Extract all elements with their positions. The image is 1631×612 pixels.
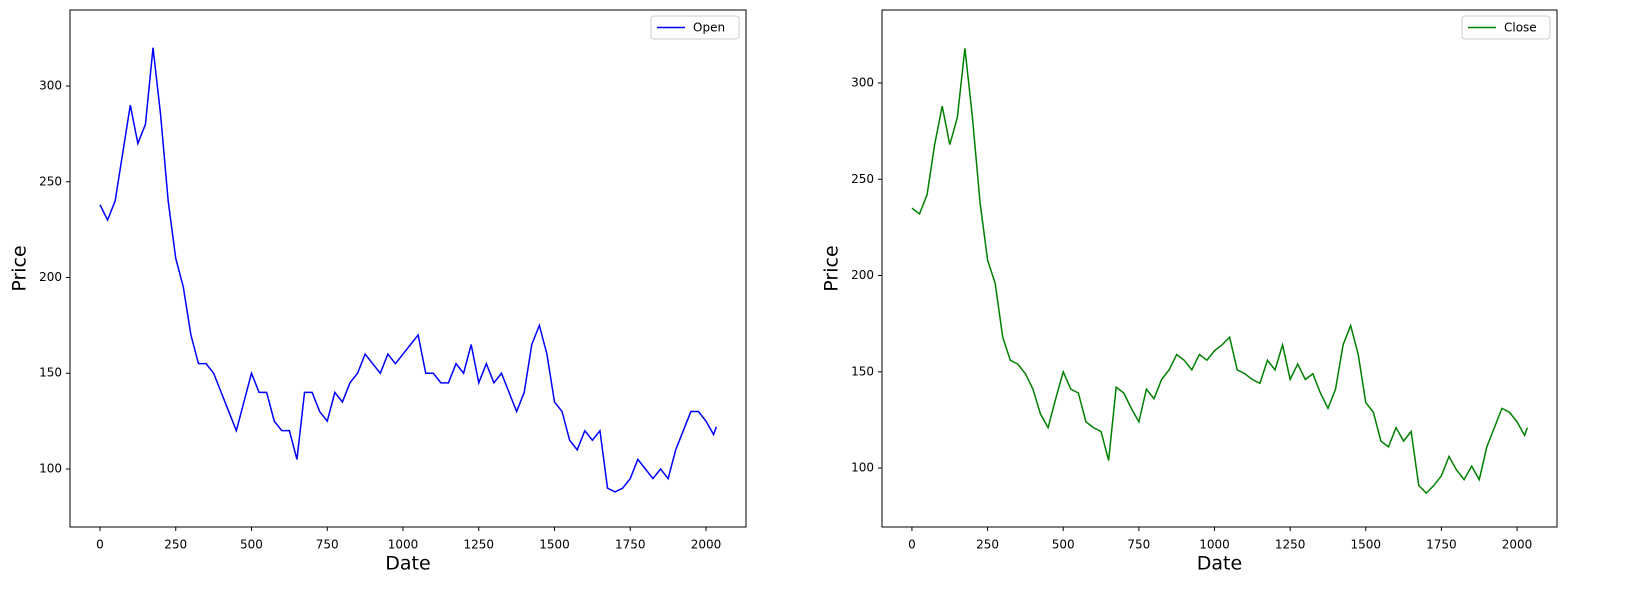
- x-tick-label: 1500: [1351, 538, 1382, 552]
- y-tick-label: 150: [851, 364, 874, 378]
- plot-frame: [881, 9, 1558, 528]
- legend-label: Open: [693, 21, 725, 35]
- x-tick-label: 2000: [1502, 538, 1533, 552]
- x-tick-label: 750: [1127, 538, 1150, 552]
- x-tick-label: 0: [96, 538, 104, 552]
- x-tick-label: 1250: [1275, 538, 1306, 552]
- x-tick-label: 500: [1052, 538, 1075, 552]
- x-tick-label: 0: [908, 538, 916, 552]
- y-tick-label: 300: [851, 75, 874, 89]
- x-axis-label: Date: [385, 553, 430, 575]
- x-tick-label: 1500: [539, 538, 570, 552]
- x-tick-label: 2000: [691, 538, 722, 552]
- x-tick-label: 250: [976, 538, 999, 552]
- plot-frame: [69, 9, 747, 528]
- legend-label: Close: [1504, 21, 1537, 35]
- x-tick-label: 250: [164, 538, 187, 552]
- x-tick-label: 1750: [615, 538, 646, 552]
- y-tick-label: 250: [851, 172, 874, 186]
- x-axis-label: Date: [1197, 553, 1242, 575]
- y-tick-label: 100: [851, 461, 874, 475]
- y-axis-label: Price: [9, 245, 31, 291]
- y-tick-label: 300: [39, 79, 62, 93]
- x-tick-label: 1250: [463, 538, 494, 552]
- y-tick-label: 150: [39, 366, 62, 380]
- x-tick-label: 750: [316, 538, 339, 552]
- y-tick-label: 100: [39, 461, 62, 475]
- y-tick-label: 200: [851, 268, 874, 282]
- data-line: [911, 48, 1529, 495]
- y-tick-label: 200: [39, 270, 62, 284]
- legend-box: [1461, 15, 1551, 40]
- y-tick-label: 250: [39, 174, 62, 188]
- legend-box: [650, 15, 740, 40]
- x-tick-label: 1750: [1426, 538, 1457, 552]
- data-line: [99, 47, 718, 493]
- x-tick-label: 1000: [388, 538, 419, 552]
- x-tick-label: 1000: [1199, 538, 1230, 552]
- y-axis-label: Price: [821, 245, 843, 291]
- x-tick-label: 500: [240, 538, 263, 552]
